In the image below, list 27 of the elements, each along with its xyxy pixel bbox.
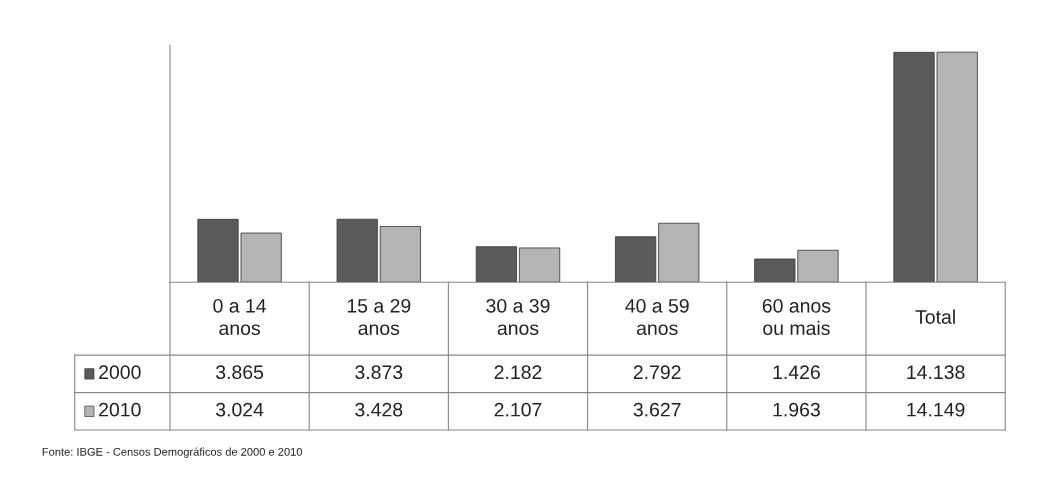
bar bbox=[379, 226, 421, 283]
bar bbox=[475, 246, 518, 283]
x-tick-label: 30 a 39 anos bbox=[486, 298, 550, 336]
data-label: 3.024 bbox=[215, 402, 264, 417]
source-note: Fonte: IBGE - Censos Demográficos de 2000 e 2010 bbox=[42, 447, 303, 458]
bar bbox=[518, 247, 561, 283]
data-label: 14.149 bbox=[907, 402, 965, 417]
bar bbox=[658, 222, 700, 283]
x-tick-label: 60 anos ou mais bbox=[762, 298, 831, 336]
data-label: 2.792 bbox=[633, 365, 681, 380]
bar bbox=[336, 218, 378, 283]
legend-label: 2010 bbox=[99, 402, 141, 417]
x-tick-label: 40 a 59 anos bbox=[625, 298, 689, 336]
data-label: 14.138 bbox=[907, 365, 965, 380]
data-label: 1.426 bbox=[773, 365, 820, 380]
legend-label: 2000 bbox=[99, 365, 141, 380]
data-label: 3.873 bbox=[355, 365, 403, 380]
data-label: 1.963 bbox=[773, 402, 820, 417]
data-label: 2.107 bbox=[494, 402, 542, 417]
data-label: 2.182 bbox=[494, 365, 542, 380]
data-label: 3.428 bbox=[355, 402, 403, 417]
data-label: 3.865 bbox=[215, 365, 264, 380]
x-tick-label: Total bbox=[915, 309, 955, 324]
data-label: 3.627 bbox=[633, 402, 681, 417]
x-tick-label: 15 a 29 anos bbox=[347, 298, 411, 336]
bar bbox=[615, 236, 657, 283]
x-tick-label: 0 a 14 anos bbox=[213, 298, 267, 336]
